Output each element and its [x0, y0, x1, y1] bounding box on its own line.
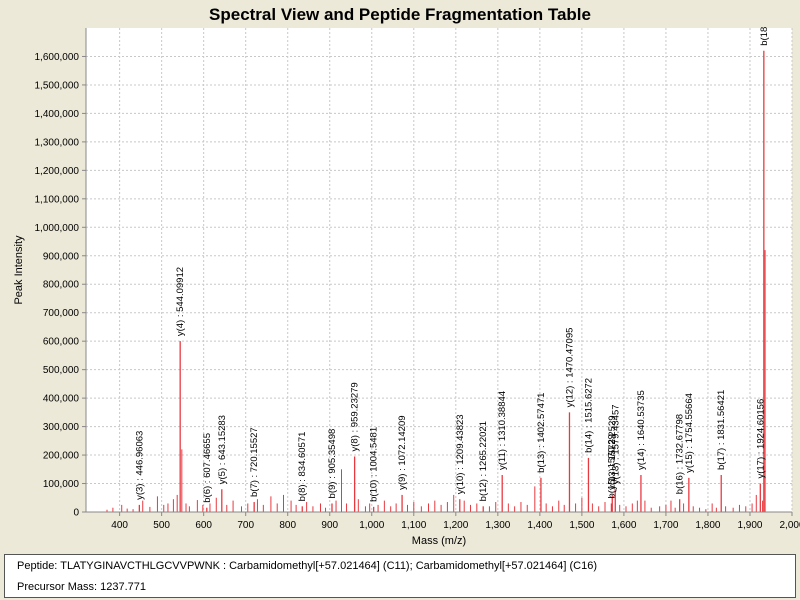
y-tick-label: 300,000 — [43, 422, 80, 433]
y-tick-label: 200,000 — [43, 451, 80, 462]
x-tick-label: 900 — [321, 520, 338, 531]
y-tick-label: 1,200,000 — [35, 166, 80, 177]
peak-label: b(6) : 607.46655 — [202, 433, 213, 503]
peptide-sequence-text: Peptide: TLATYGINAVCTHLGCVVPWNK : Carbam… — [17, 560, 598, 572]
precursor-mass-text: Precursor Mass: 1237.771 — [17, 581, 147, 593]
y-tick-label: 1,500,000 — [35, 80, 80, 91]
peak-label: b(14) : 1515.6272 — [583, 378, 594, 453]
x-tick-label: 500 — [153, 520, 170, 531]
y-tick-label: 1,300,000 — [35, 137, 80, 148]
x-tick-label: 1,900 — [737, 520, 762, 531]
peak-label: b(13) : 1402.57471 — [536, 393, 547, 473]
peak-label: y(4) : 544.09912 — [175, 267, 186, 336]
x-tick-label: 1,500 — [569, 520, 594, 531]
peak-label: b(10) : 1004.5481 — [369, 427, 380, 502]
x-tick-label: 1,700 — [653, 520, 678, 531]
peak-label: b(8) : 834.60571 — [297, 432, 308, 502]
y-tick-label: 900,000 — [43, 251, 80, 262]
peak-label: y(14) : 1640.53735 — [636, 390, 647, 470]
y-tick-label: 600,000 — [43, 337, 80, 348]
peak-label: y(17) : 1924.60156 — [755, 399, 766, 479]
x-tick-label: 1,300 — [485, 520, 510, 531]
peak-label: b(18 — [759, 27, 770, 46]
chart-title: Spectral View and Peptide Fragmentation … — [209, 5, 591, 24]
peak-label: y(15) : 1754.55664 — [684, 393, 695, 473]
x-tick-label: 1,600 — [611, 520, 636, 531]
x-tick-label: 800 — [279, 520, 296, 531]
peak-label: b(16) : 1732.67798 — [675, 414, 686, 494]
y-tick-label: 500,000 — [43, 365, 80, 376]
y-tick-label: 400,000 — [43, 394, 80, 405]
x-axis-label: Mass (m/z) — [412, 535, 466, 547]
y-tick-label: 1,000,000 — [35, 223, 80, 234]
peak-label: y(3) : 446.96063 — [134, 431, 145, 500]
x-tick-label: 2,000 — [779, 520, 800, 531]
peak-label: b(15) : 1570.29 — [606, 434, 617, 498]
peak-label: y(12) : 1470.47095 — [564, 328, 575, 408]
y-tick-label: 700,000 — [43, 308, 80, 319]
peak-label: b(9) : 905.35498 — [327, 429, 338, 499]
peak-label: b(12) : 1265.22021 — [478, 421, 489, 501]
y-tick-label: 100,000 — [43, 479, 80, 490]
y-tick-label: 1,600,000 — [35, 52, 80, 63]
peak-label: y(10) : 1209.43823 — [455, 414, 466, 494]
peak-label: y(9) : 1072.14209 — [397, 415, 408, 489]
peak-label: y(8) : 959.23279 — [350, 382, 361, 451]
peak-bars — [106, 50, 766, 512]
y-axis-ticks: 0 100,000 200,000 300,000 400,000 500,000 600,… — [35, 52, 86, 519]
x-tick-label: 1,200 — [443, 520, 468, 531]
x-tick-label: 1,400 — [527, 520, 552, 531]
x-tick-label: 400 — [111, 520, 128, 531]
y-axis-label: Peak Intensity — [13, 235, 25, 305]
x-tick-label: 1,100 — [401, 520, 426, 531]
y-tick-label: 1,100,000 — [35, 194, 80, 205]
y-tick-label: 800,000 — [43, 280, 80, 291]
x-tick-label: 600 — [195, 520, 212, 531]
x-tick-label: 1,000 — [359, 520, 384, 531]
y-tick-label: 0 — [73, 508, 79, 519]
peak-label: b(17) : 1831.56421 — [716, 390, 727, 470]
peak-label: y(11) : 1310.38844 — [497, 391, 508, 470]
peak-label: b(7) : 720.15527 — [249, 427, 260, 497]
peak-label: y(5) : 643.15283 — [217, 415, 228, 484]
peptide-info-panel: Peptide: TLATYGINAVCTHLGCVVPWNK : Carbam… — [4, 554, 796, 598]
x-tick-label: 700 — [237, 520, 254, 531]
x-tick-label: 1,800 — [695, 520, 720, 531]
peak-label: y(13) : 1579.43457 — [610, 404, 621, 484]
peak-label: y(13) : 1572.2529 — [607, 415, 618, 489]
grid-lines — [86, 28, 793, 513]
spectrum-chart: Spectral View and Peptide Fragmentation … — [13, 5, 800, 547]
x-axis-ticks: 400 500 600 700 800 900 1,000 1,100 1,200 1,300 1,… — [111, 512, 800, 531]
peak-labels: y(3) : 446.96063 y(4) : 544.09912 b(6) : 6… — [134, 27, 769, 503]
y-tick-label: 1,400,000 — [35, 109, 80, 120]
